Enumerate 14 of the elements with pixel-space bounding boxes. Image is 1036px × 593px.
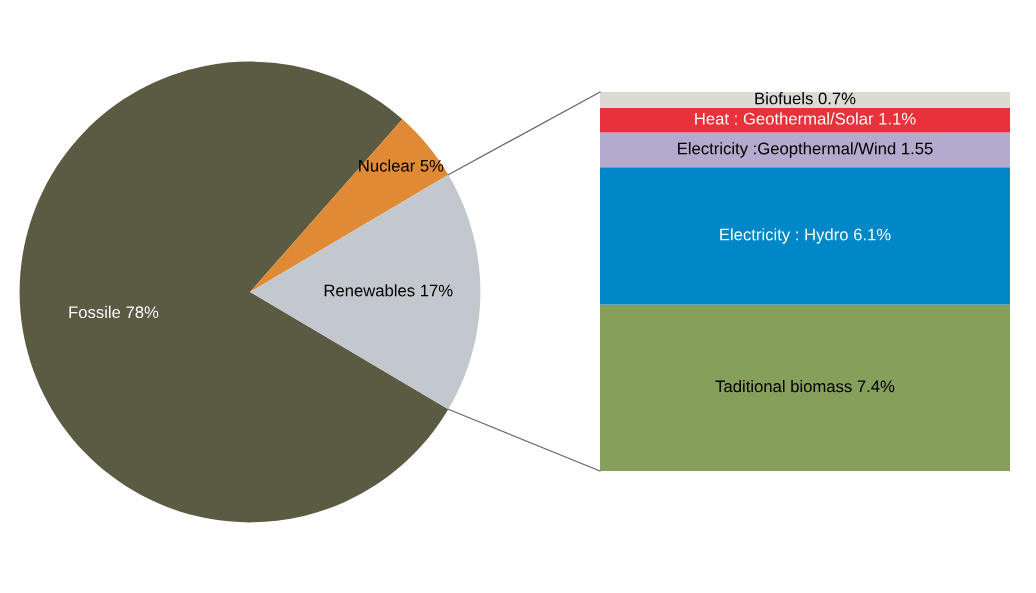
data-label: Electricity :Geopthermal/Wind 1.55 [678,142,933,158]
pie-slice [250,174,481,410]
data-label: Electricity : Hydro 6.1% [720,228,891,244]
bar [600,92,1010,108]
bar [600,167,1010,305]
slice-label: Renewables 17% [324,284,453,297]
data-label: Heat : Geothermal/Solar 1.1% [695,112,916,125]
data-label: Taditional biomass 7.4% [715,380,895,393]
bar [600,132,1010,168]
slice-label: Fossile 78% [69,305,159,319]
bar [600,304,1010,471]
bar [600,107,1010,133]
slice-label: Nuclear 5% [359,159,444,172]
data-label: Biofuels 0.7% [755,92,856,105]
